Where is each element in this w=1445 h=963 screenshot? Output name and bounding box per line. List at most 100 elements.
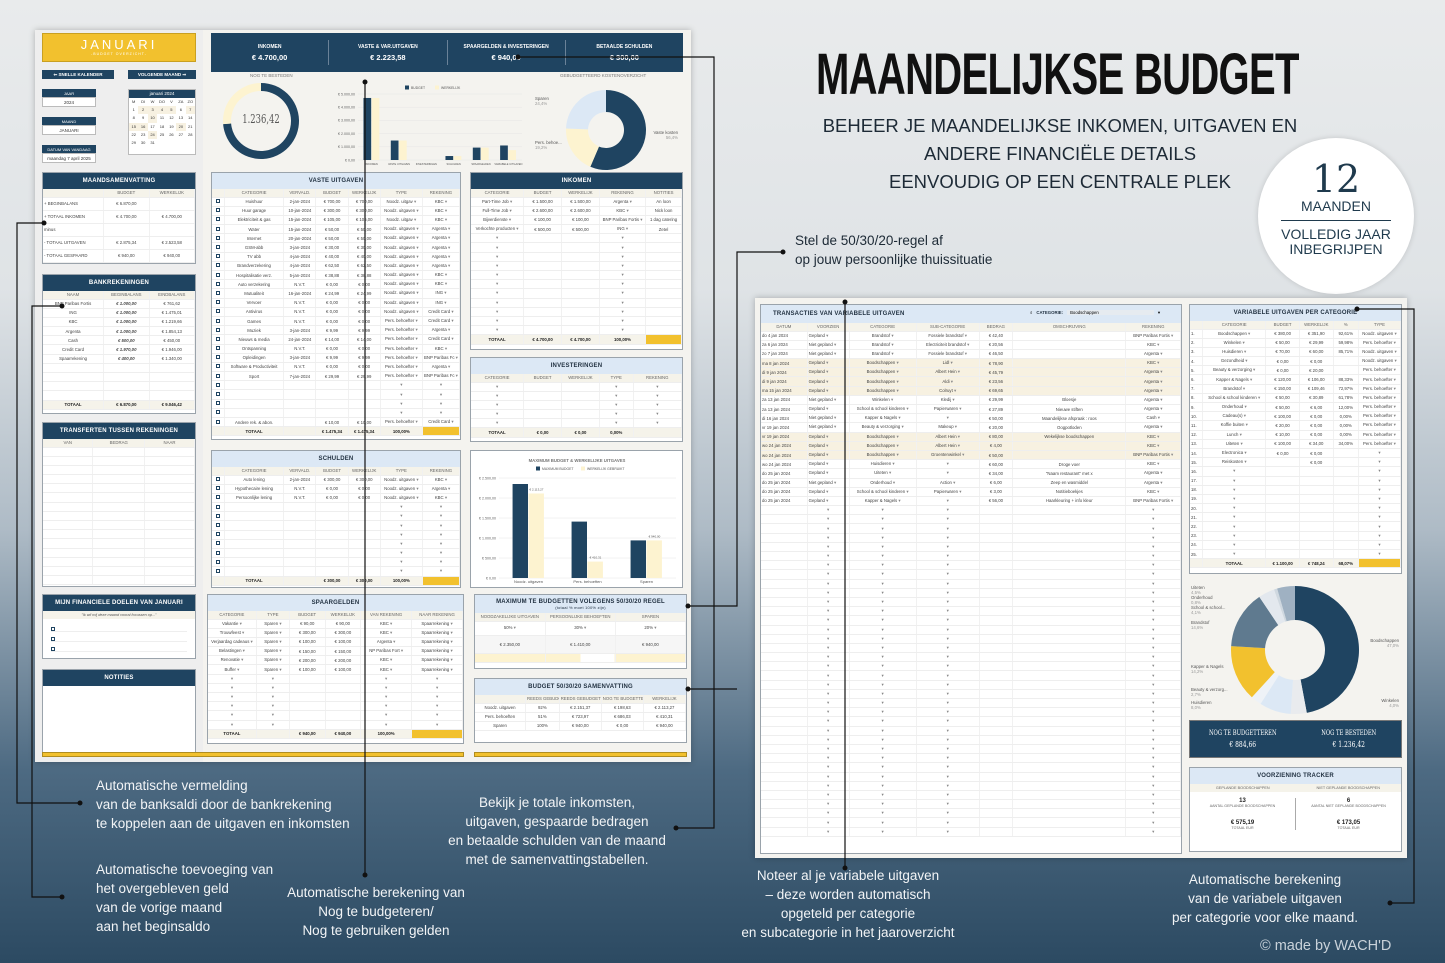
- checkbox[interactable]: [215, 523, 220, 528]
- checkbox[interactable]: [215, 486, 220, 491]
- calendar-day[interactable]: 19: [169, 123, 174, 129]
- checkbox[interactable]: [215, 336, 220, 341]
- table-cell[interactable]: [212, 242, 225, 253]
- table-cell[interactable]: [212, 334, 225, 345]
- calendar-day[interactable]: 8: [132, 115, 135, 121]
- checkbox[interactable]: [215, 495, 220, 500]
- checkbox[interactable]: [215, 281, 220, 286]
- checkbox[interactable]: [215, 272, 220, 277]
- table-cell[interactable]: [411, 720, 463, 730]
- table-cell[interactable]: [212, 353, 225, 363]
- table-cell[interactable]: [212, 298, 225, 308]
- table-cell[interactable]: [212, 408, 225, 419]
- calendar-day[interactable]: 12: [169, 115, 174, 121]
- table-cell[interactable]: [212, 316, 225, 327]
- category-filter[interactable]: ⌕ CATEGORIE: Boodschappen ▾: [1030, 308, 1160, 317]
- table-cell[interactable]: [212, 557, 225, 568]
- calendar-day[interactable]: 6: [179, 107, 182, 113]
- goal-checkbox[interactable]: [51, 622, 187, 632]
- checkbox[interactable]: [215, 419, 220, 424]
- checkbox[interactable]: [215, 392, 220, 397]
- table-cell[interactable]: [256, 720, 290, 730]
- checkbox[interactable]: [215, 346, 220, 351]
- table-cell[interactable]: [1202, 549, 1267, 560]
- checkbox[interactable]: [215, 568, 220, 573]
- table-cell[interactable]: [212, 307, 225, 317]
- table-cell[interactable]: [212, 389, 225, 400]
- table-cell[interactable]: [212, 371, 225, 382]
- checkbox[interactable]: [215, 401, 220, 406]
- calendar-day[interactable]: 4: [157, 106, 167, 115]
- calendar-day[interactable]: 31: [150, 140, 155, 146]
- rule-pct-select[interactable]: 20%: [615, 621, 686, 636]
- table-cell[interactable]: [212, 380, 225, 391]
- checkbox[interactable]: [215, 382, 220, 387]
- calendar-day[interactable]: 11: [159, 115, 165, 121]
- calendar-day[interactable]: 14: [188, 115, 193, 121]
- calendar-day[interactable]: 23: [140, 131, 146, 137]
- table-cell[interactable]: [212, 288, 225, 299]
- calendar-day[interactable]: 25: [159, 131, 165, 137]
- table-cell[interactable]: [212, 520, 225, 531]
- checkbox[interactable]: [215, 290, 220, 295]
- notes-panel[interactable]: NOTITIES: [42, 669, 196, 754]
- table-cell[interactable]: [212, 325, 225, 336]
- checkbox[interactable]: [215, 559, 220, 564]
- calendar-day[interactable]: 21: [188, 123, 193, 129]
- mini-calendar[interactable]: januari 2024 M DI W DO V ZA ZO 1 2 3 4 5 6 7 8 9 10 11 12 1…: [128, 89, 196, 155]
- table-cell[interactable]: [212, 548, 225, 559]
- checkbox[interactable]: [215, 254, 220, 259]
- year-field[interactable]: 2024: [42, 97, 96, 107]
- goal-checkbox[interactable]: [51, 632, 187, 642]
- checkbox[interactable]: [215, 208, 220, 213]
- table-cell[interactable]: [212, 206, 225, 216]
- checkbox[interactable]: [215, 327, 220, 332]
- table-cell[interactable]: [212, 566, 225, 577]
- next-month-button[interactable]: VOLGENDE MAAND ⇒: [128, 70, 196, 79]
- table-cell[interactable]: [212, 539, 225, 550]
- table-cell[interactable]: [212, 344, 225, 354]
- checkbox[interactable]: [215, 477, 220, 482]
- table-cell[interactable]: [212, 511, 225, 522]
- checkbox[interactable]: [215, 513, 220, 518]
- table-cell[interactable]: [212, 493, 225, 504]
- calendar-day[interactable]: 1: [132, 107, 135, 113]
- calendar-day[interactable]: 5: [166, 106, 177, 115]
- checkbox[interactable]: [215, 217, 220, 222]
- table-cell[interactable]: [212, 252, 225, 262]
- calendar-day[interactable]: 13: [178, 115, 184, 121]
- calendar-day[interactable]: 2: [138, 106, 148, 115]
- checkbox[interactable]: [215, 263, 220, 268]
- calendar-day[interactable]: 20: [176, 122, 186, 131]
- calendar-day[interactable]: 17: [150, 123, 155, 129]
- checkbox[interactable]: [215, 355, 220, 360]
- table-cell[interactable]: [212, 261, 225, 272]
- month-field[interactable]: JANUARI: [42, 125, 96, 135]
- table-cell[interactable]: [1358, 549, 1401, 560]
- checkbox[interactable]: [215, 235, 220, 240]
- table-cell[interactable]: [212, 502, 225, 513]
- checkbox[interactable]: [215, 550, 220, 555]
- checkbox[interactable]: [215, 541, 220, 546]
- calendar-day[interactable]: 30: [140, 140, 146, 146]
- table-cell[interactable]: [212, 224, 225, 235]
- calendar-day[interactable]: 26: [169, 131, 174, 137]
- calendar-day[interactable]: 10: [147, 114, 158, 123]
- calendar-day[interactable]: 29: [131, 140, 136, 146]
- checkbox[interactable]: [215, 410, 220, 415]
- checkbox[interactable]: [215, 532, 220, 537]
- checkbox[interactable]: [215, 318, 220, 323]
- table-cell[interactable]: [212, 279, 225, 290]
- checkbox[interactable]: [215, 309, 220, 314]
- calendar-day[interactable]: 22: [131, 131, 136, 137]
- calendar-day[interactable]: 7: [185, 106, 195, 115]
- table-cell[interactable]: [212, 362, 225, 373]
- checkbox[interactable]: [215, 364, 220, 369]
- table-cell[interactable]: [212, 399, 225, 409]
- table-cell[interactable]: [212, 270, 225, 281]
- calendar-day[interactable]: 9: [142, 115, 145, 121]
- calendar-day[interactable]: 18: [159, 123, 165, 129]
- calendar-day[interactable]: 27: [178, 131, 184, 137]
- table-cell[interactable]: [422, 566, 460, 577]
- table-cell[interactable]: [212, 197, 225, 207]
